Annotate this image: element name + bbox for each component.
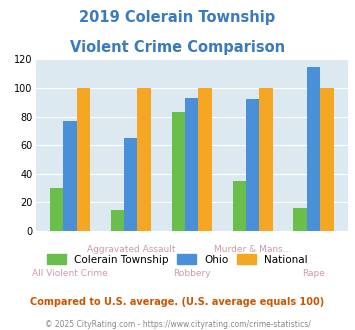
Bar xyxy=(111,210,124,231)
Text: Rape: Rape xyxy=(302,269,325,278)
Bar xyxy=(294,208,307,231)
Bar xyxy=(137,88,151,231)
Bar xyxy=(246,99,260,231)
Bar xyxy=(320,88,334,231)
Text: Violent Crime Comparison: Violent Crime Comparison xyxy=(70,40,285,54)
Bar xyxy=(50,188,63,231)
Bar xyxy=(63,121,77,231)
Text: © 2025 CityRating.com - https://www.cityrating.com/crime-statistics/: © 2025 CityRating.com - https://www.city… xyxy=(45,320,310,329)
Bar xyxy=(307,67,320,231)
Bar xyxy=(171,112,185,231)
Bar xyxy=(185,98,198,231)
Text: All Violent Crime: All Violent Crime xyxy=(32,269,108,278)
Legend: Colerain Township, Ohio, National: Colerain Township, Ohio, National xyxy=(43,250,312,269)
Bar xyxy=(233,181,246,231)
Bar xyxy=(124,138,137,231)
Text: Aggravated Assault: Aggravated Assault xyxy=(87,245,175,254)
Bar xyxy=(198,88,212,231)
Bar xyxy=(260,88,273,231)
Text: Robbery: Robbery xyxy=(173,269,211,278)
Bar xyxy=(77,88,90,231)
Text: Compared to U.S. average. (U.S. average equals 100): Compared to U.S. average. (U.S. average … xyxy=(31,297,324,307)
Text: Murder & Mans...: Murder & Mans... xyxy=(214,245,291,254)
Text: 2019 Colerain Township: 2019 Colerain Township xyxy=(80,10,275,25)
